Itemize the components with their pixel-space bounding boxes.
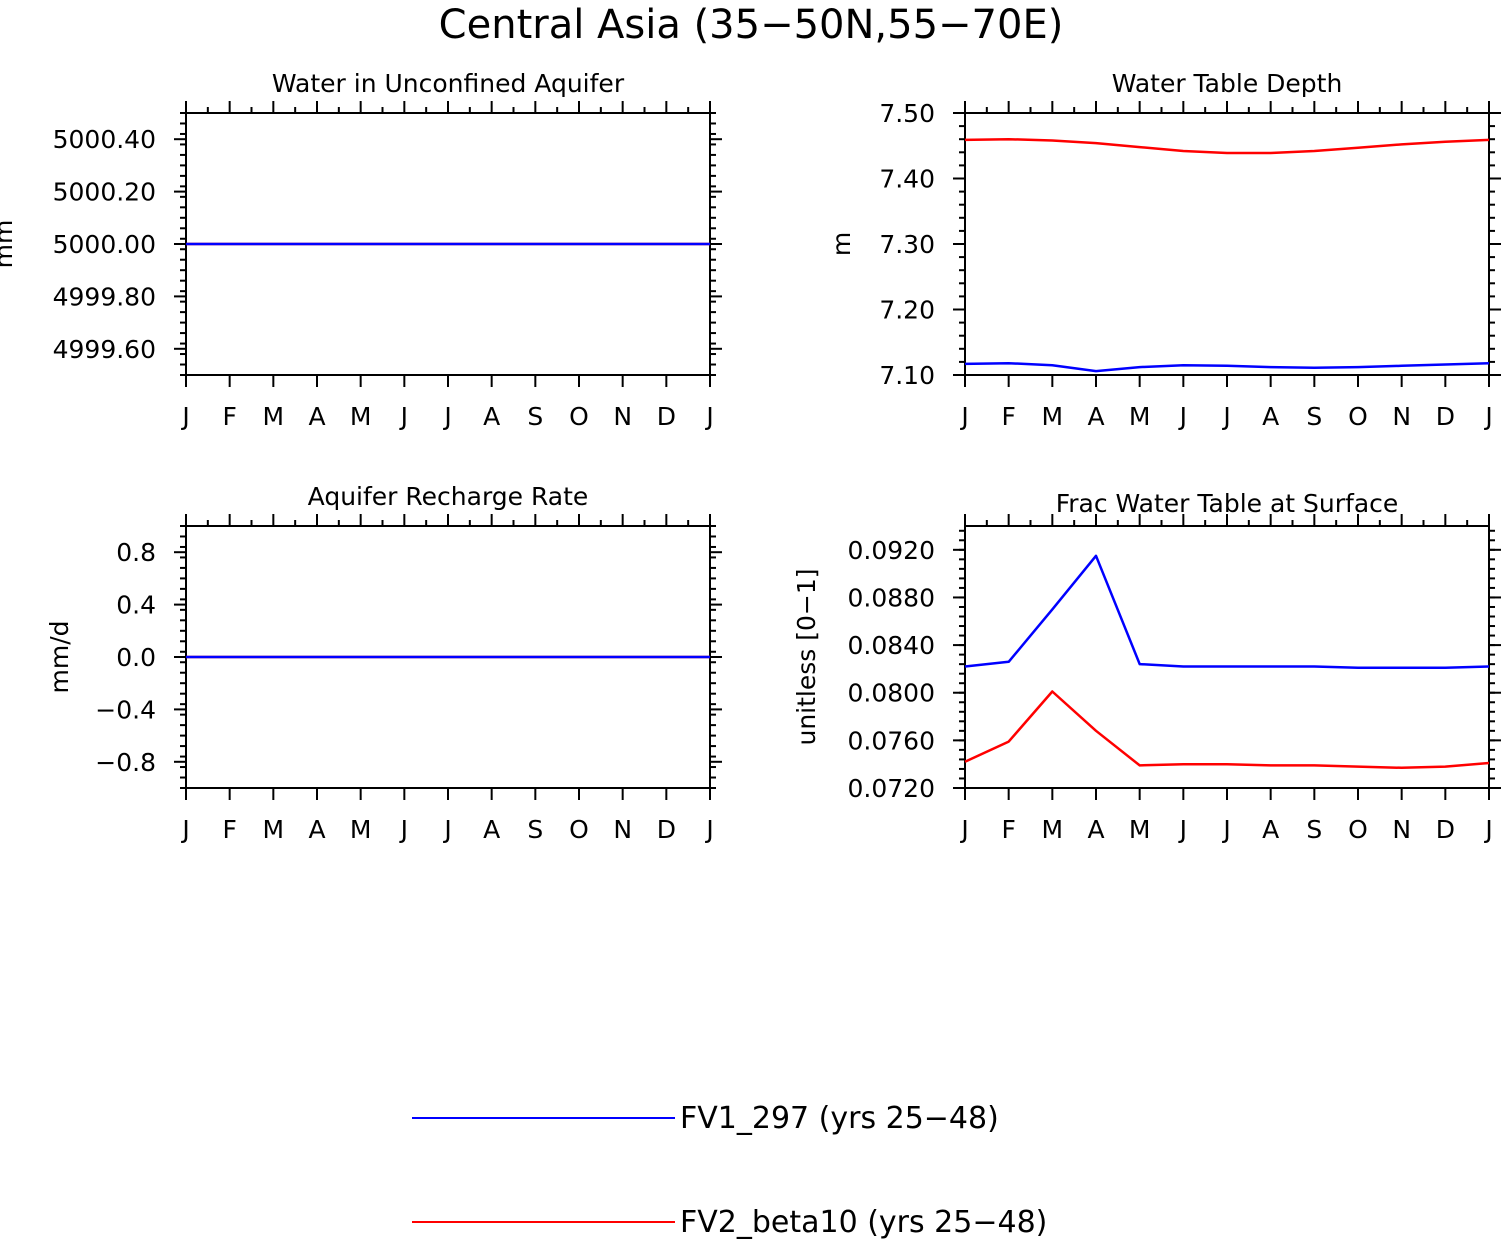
y-tick-label: 7.40 — [879, 165, 935, 194]
panel-title: Frac Water Table at Surface — [1056, 489, 1399, 518]
x-tick-label: A — [483, 815, 500, 844]
x-tick-label: A — [308, 815, 325, 844]
y-tick-label: 7.10 — [879, 361, 935, 390]
y-axis-label: m — [827, 232, 856, 256]
y-axis-label: mm/d — [45, 621, 74, 694]
x-tick-label: J — [442, 815, 451, 844]
x-tick-label: D — [1436, 815, 1455, 844]
y-tick-label: 5000.00 — [53, 230, 156, 259]
y-tick-label: 0.0840 — [848, 631, 935, 660]
x-tick-label: N — [613, 815, 632, 844]
y-tick-label: 0.0 — [116, 643, 156, 672]
x-tick-label: M — [1129, 402, 1151, 431]
x-tick-label: F — [222, 402, 236, 431]
x-tick-label: M — [263, 402, 285, 431]
x-tick-label: J — [1221, 402, 1230, 431]
x-tick-label: M — [350, 402, 372, 431]
x-tick-label: M — [1129, 815, 1151, 844]
x-tick-label: J — [1221, 815, 1230, 844]
y-tick-label: 5000.40 — [53, 125, 156, 154]
x-tick-label: J — [704, 815, 713, 844]
x-tick-label: J — [399, 402, 408, 431]
x-tick-label: D — [657, 815, 676, 844]
legend-label-fv1: FV1_297 (yrs 25−48) — [680, 1101, 999, 1136]
panel-title: Water Table Depth — [1112, 69, 1343, 98]
x-tick-label: D — [657, 402, 676, 431]
x-tick-label: M — [350, 815, 372, 844]
y-tick-label: 0.8 — [116, 538, 156, 567]
y-tick-label: 0.0920 — [848, 536, 935, 565]
x-tick-label: D — [1436, 402, 1455, 431]
y-tick-label: 4999.80 — [53, 282, 156, 311]
y-tick-label: 0.0880 — [848, 583, 935, 612]
x-tick-label: J — [1178, 815, 1187, 844]
x-tick-label: A — [1262, 402, 1279, 431]
y-tick-label: 7.30 — [879, 230, 935, 259]
x-tick-label: J — [1483, 402, 1492, 431]
x-tick-label: S — [527, 402, 543, 431]
y-axis-label: mm — [0, 220, 18, 269]
x-tick-label: N — [1392, 815, 1411, 844]
x-tick-label: A — [1262, 815, 1279, 844]
series-line-fv2 — [964, 690, 1490, 770]
y-tick-label: 0.4 — [116, 591, 156, 620]
panel-title: Aquifer Recharge Rate — [308, 482, 589, 511]
y-tick-label: 5000.20 — [53, 178, 156, 207]
y-tick-label: −0.4 — [95, 695, 156, 724]
series-line-fv2 — [964, 137, 1490, 155]
legend: FV1_297 (yrs 25−48) FV2_beta10 (yrs 25−4… — [412, 1101, 1047, 1240]
x-tick-label: O — [569, 815, 589, 844]
y-tick-label: 0.0720 — [848, 774, 935, 803]
x-tick-label: M — [263, 815, 285, 844]
y-tick-label: 7.50 — [879, 99, 935, 128]
plot-frame — [964, 525, 1490, 789]
x-tick-label: N — [1392, 402, 1411, 431]
x-tick-label: S — [527, 815, 543, 844]
series-line-fv1 — [964, 361, 1490, 373]
y-tick-label: 0.0760 — [848, 726, 935, 755]
x-tick-label: A — [1087, 815, 1104, 844]
figure-title: Central Asia (35−50N,55−70E) — [439, 2, 1064, 48]
x-tick-label: J — [959, 402, 968, 431]
x-tick-label: N — [613, 402, 632, 431]
x-tick-label: J — [1483, 815, 1492, 844]
x-tick-label: F — [1001, 815, 1015, 844]
y-tick-label: −0.8 — [95, 748, 156, 777]
x-tick-label: O — [1348, 402, 1368, 431]
x-tick-label: M — [1042, 815, 1064, 844]
panel-title: Water in Unconfined Aquifer — [272, 69, 625, 98]
x-tick-label: J — [1178, 402, 1187, 431]
x-tick-label: J — [180, 402, 189, 431]
x-tick-label: A — [483, 402, 500, 431]
x-tick-label: J — [959, 815, 968, 844]
y-tick-label: 4999.60 — [53, 335, 156, 364]
y-tick-label: 0.0800 — [848, 679, 935, 708]
x-tick-label: J — [704, 402, 713, 431]
x-tick-label: F — [222, 815, 236, 844]
x-tick-label: J — [442, 402, 451, 431]
x-tick-label: J — [180, 815, 189, 844]
x-tick-label: S — [1306, 402, 1322, 431]
series-line-fv1 — [964, 554, 1490, 669]
x-tick-label: M — [1042, 402, 1064, 431]
x-tick-label: A — [1087, 402, 1104, 431]
x-tick-label: F — [1001, 402, 1015, 431]
y-tick-label: 7.20 — [879, 296, 935, 325]
x-tick-label: J — [399, 815, 408, 844]
legend-label-fv2: FV2_beta10 (yrs 25−48) — [680, 1205, 1047, 1240]
x-tick-label: S — [1306, 815, 1322, 844]
y-axis-label: unitless [0−1] — [792, 568, 821, 745]
x-tick-label: O — [1348, 815, 1368, 844]
x-tick-label: A — [308, 402, 325, 431]
x-tick-label: O — [569, 402, 589, 431]
